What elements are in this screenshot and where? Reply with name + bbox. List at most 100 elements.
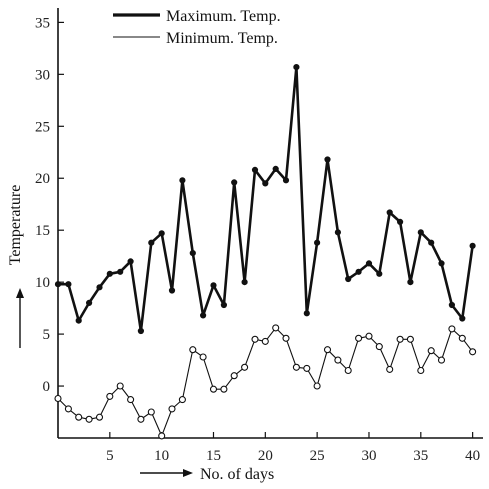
max-temp-point xyxy=(189,250,196,257)
max-temp-point xyxy=(65,281,72,288)
legend-min-label: Minimum. Temp. xyxy=(166,30,278,47)
min-temp-point xyxy=(355,334,363,342)
max-temp-point xyxy=(459,315,466,322)
min-temp-point xyxy=(54,394,62,403)
y-axis-label-arrowhead xyxy=(16,288,24,298)
max-temp-point xyxy=(428,239,435,246)
min-temp-point xyxy=(323,346,332,354)
max-temp-point xyxy=(117,268,124,275)
max-temp-point xyxy=(376,270,383,277)
min-temp-point xyxy=(127,396,135,404)
max-temp-point xyxy=(417,229,424,236)
x-tick-label: 15 xyxy=(206,448,221,464)
ticks-group: 0 5 10 15 20 25 30 35 5 10 15 20 25 30 35 40 xyxy=(35,15,480,464)
x-tick-label: 25 xyxy=(310,448,325,464)
min-temp-point xyxy=(158,432,166,440)
min-temp-point xyxy=(209,385,218,393)
min-temp-point xyxy=(427,347,435,355)
max-temp-point xyxy=(241,279,248,286)
max-temp-point xyxy=(127,258,134,265)
y-axis-label: Temperature xyxy=(7,185,24,266)
min-temp-point xyxy=(365,332,373,340)
min-temp-point xyxy=(106,392,114,400)
max-temp-point xyxy=(231,179,238,186)
x-tick-label: 40 xyxy=(465,448,480,464)
min-temp-point xyxy=(272,324,280,332)
min-temp-point xyxy=(292,363,300,371)
max-temp-point xyxy=(96,284,103,291)
y-tick-label: 30 xyxy=(35,67,50,83)
max-temp-point xyxy=(397,218,404,225)
max-temp-point xyxy=(148,239,155,246)
max-temp-point xyxy=(365,260,373,267)
y-tick-label: 0 xyxy=(43,379,51,395)
x-tick-label: 20 xyxy=(258,448,273,464)
max-temp-point xyxy=(469,242,476,249)
min-temp-point xyxy=(116,382,124,390)
x-tick-label: 10 xyxy=(154,448,169,464)
max-temp-line xyxy=(58,65,474,333)
x-tick-label: 35 xyxy=(413,448,428,464)
min-temp-point xyxy=(75,413,83,421)
min-temp-point xyxy=(334,356,342,364)
max-temp-point xyxy=(407,279,414,286)
max-temp-point xyxy=(282,177,290,184)
max-temp-point xyxy=(262,180,269,187)
max-temp-point xyxy=(251,166,259,173)
max-temp-point xyxy=(293,64,300,71)
max-temp-point xyxy=(158,230,165,237)
max-temp-point xyxy=(324,156,331,163)
max-temp-point xyxy=(448,301,455,309)
min-temp-point xyxy=(64,405,72,413)
max-temp-point xyxy=(386,209,393,216)
min-temp-point xyxy=(396,335,404,343)
min-temp-point xyxy=(437,356,446,364)
min-temp-point xyxy=(282,334,290,342)
y-tick-label: 10 xyxy=(35,275,50,291)
max-temp-point xyxy=(106,270,113,277)
max-temp-point xyxy=(210,282,217,289)
min-temp-point xyxy=(199,353,207,361)
min-temp-point xyxy=(85,415,93,423)
axis-labels: Temperature No. of days xyxy=(7,185,274,483)
y-tick-label: 20 xyxy=(35,171,50,187)
max-temp-point xyxy=(334,229,341,236)
y-tick-label: 35 xyxy=(35,15,50,31)
min-temp-point xyxy=(303,364,311,372)
min-temp-point xyxy=(147,408,155,416)
y-tick-label: 5 xyxy=(43,327,51,343)
max-temp-point xyxy=(54,281,62,288)
max-temp-point xyxy=(200,312,207,319)
legend: Maximum. Temp. Minimum. Temp. xyxy=(113,8,281,47)
max-temp-point xyxy=(272,165,279,172)
max-temp-point xyxy=(314,239,321,246)
min-temp-point xyxy=(137,415,145,423)
max-temp-point xyxy=(168,287,176,294)
series-group xyxy=(54,64,477,440)
x-tick-label: 5 xyxy=(106,448,114,464)
max-temp-point xyxy=(345,275,352,283)
max-temp-point xyxy=(303,310,310,317)
min-temp-point xyxy=(458,334,466,342)
min-temp-point xyxy=(375,343,383,351)
min-temp-point xyxy=(417,366,425,375)
min-temp-point xyxy=(406,335,414,343)
max-temp-point xyxy=(438,260,445,267)
min-temp-point xyxy=(261,337,269,345)
max-temp-point xyxy=(86,299,93,306)
min-temp-point xyxy=(178,396,186,404)
min-temp-point xyxy=(313,382,321,390)
min-temp-point xyxy=(230,372,238,380)
max-temp-point xyxy=(179,177,186,184)
max-temp-point xyxy=(75,317,82,324)
y-tick-label: 15 xyxy=(35,223,50,239)
y-tick-label: 25 xyxy=(35,119,50,135)
x-tick-label: 30 xyxy=(361,448,376,464)
axes-group xyxy=(57,8,483,439)
min-temp-point xyxy=(168,405,176,413)
x-axis-label-arrowhead xyxy=(183,469,193,477)
max-temp-point xyxy=(220,301,227,309)
min-temp-point xyxy=(241,363,249,371)
min-temp-point xyxy=(251,335,259,343)
